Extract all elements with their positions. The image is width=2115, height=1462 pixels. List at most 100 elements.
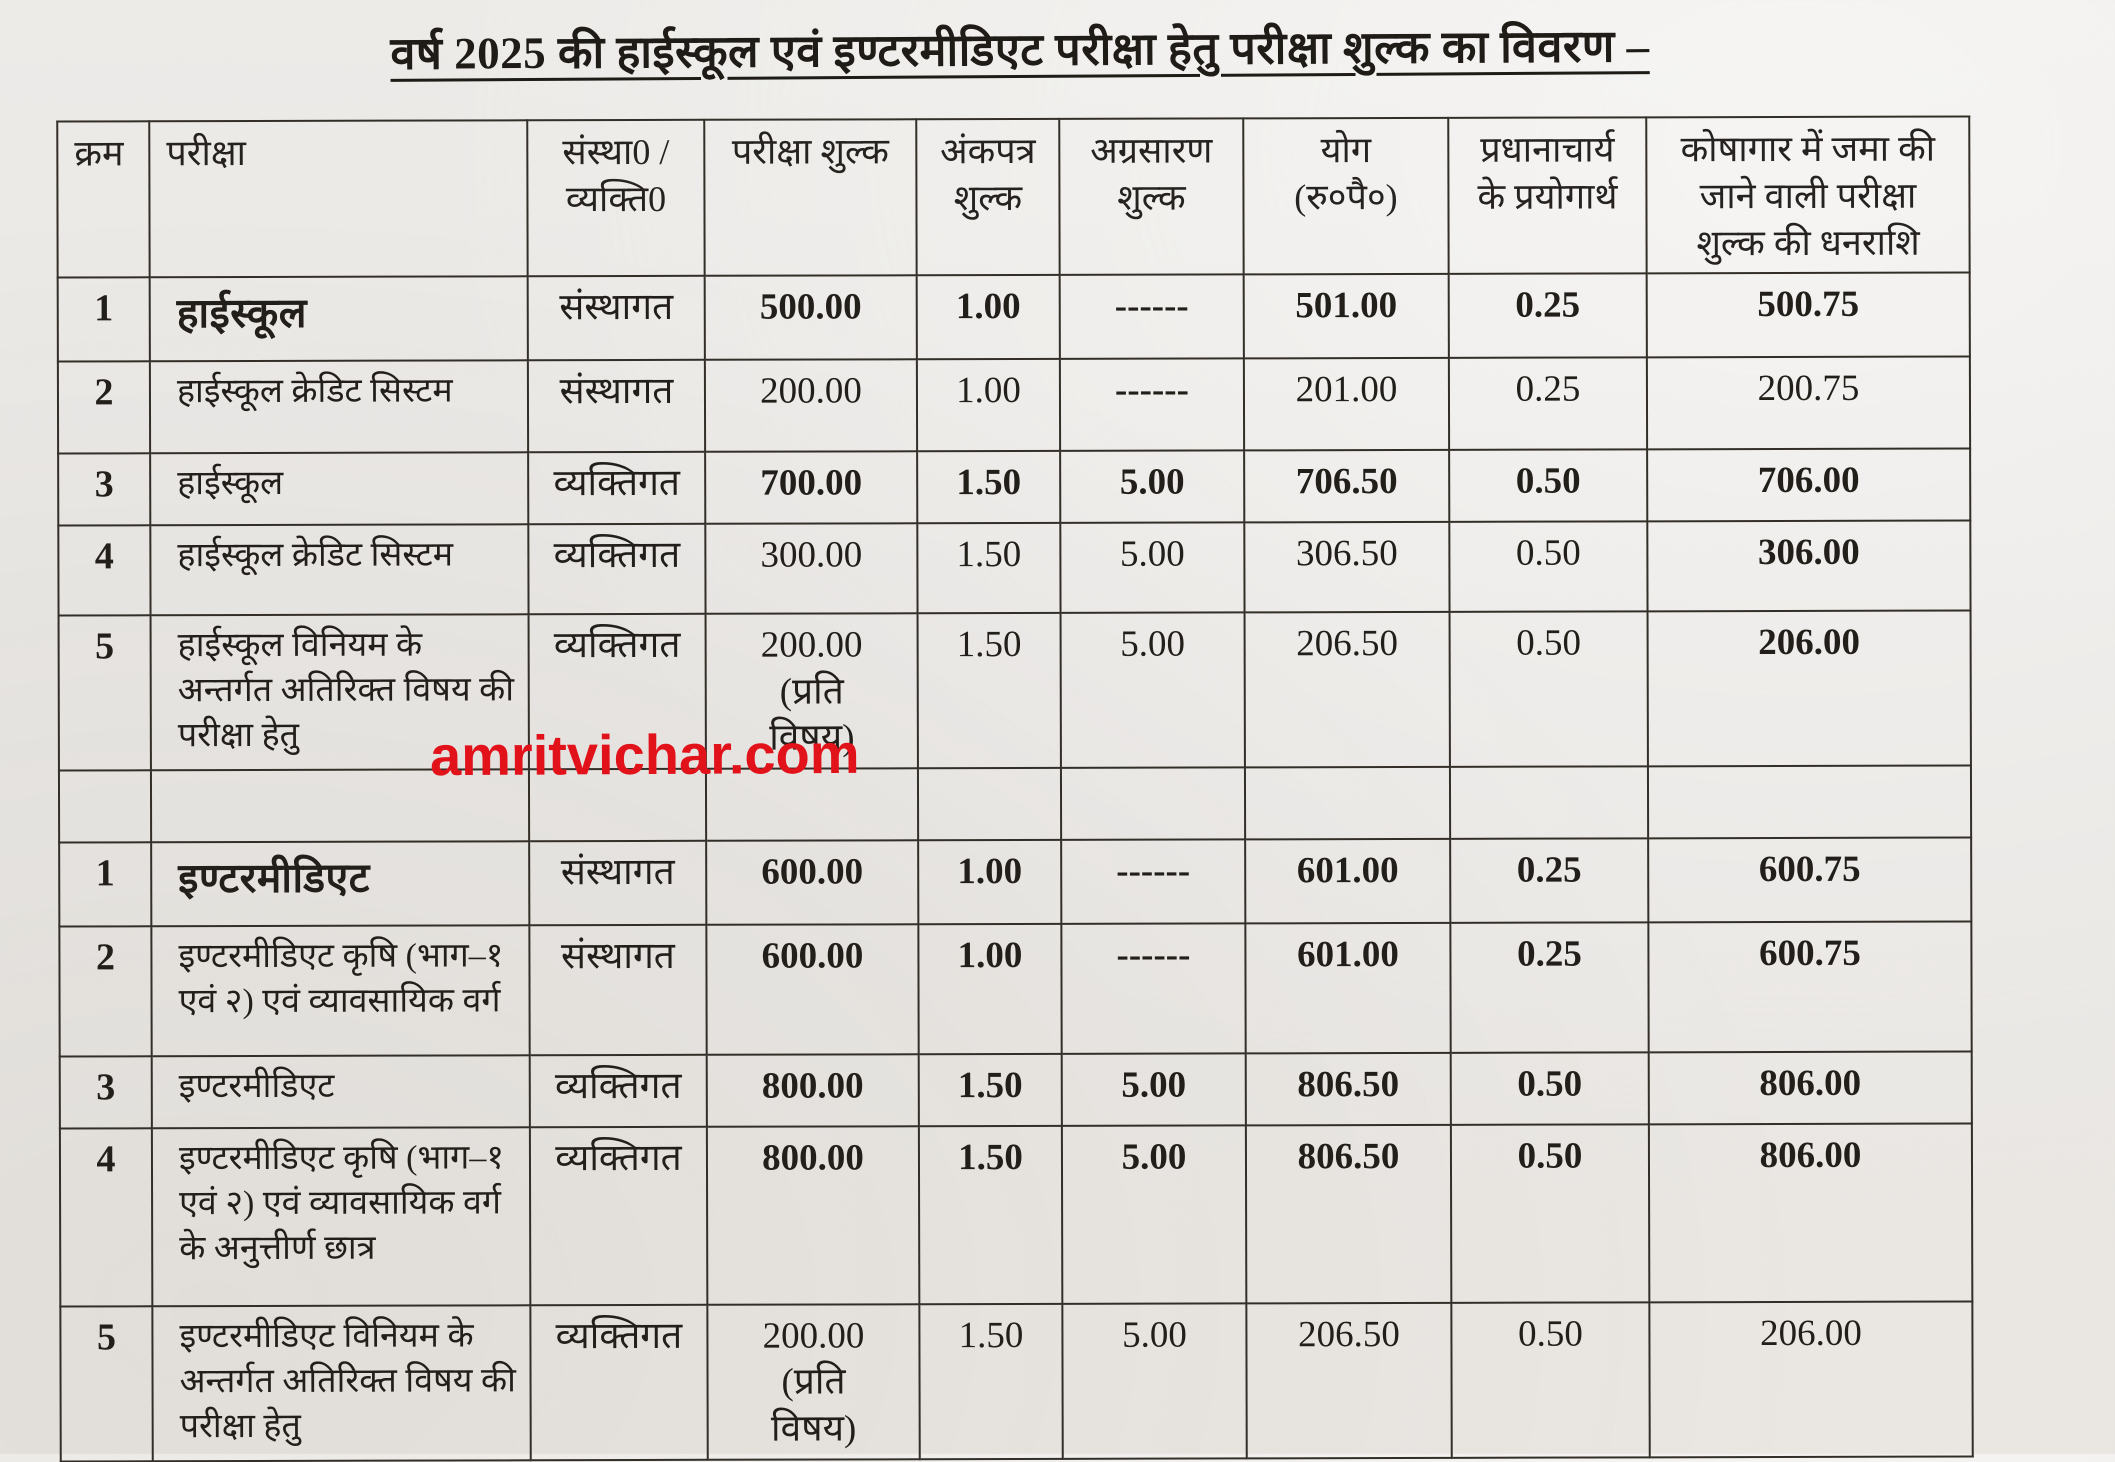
highschool-row-1-exam-fee: 500.00 xyxy=(704,275,917,361)
intermediate-row-1: 1 इण्टरमीडिएट संस्थागत 600.00 1.00 ------ 601.… xyxy=(59,837,1972,927)
intermediate-row-2-treasury-amount: 600.75 xyxy=(1648,921,1972,1053)
highschool-row-1-category: संस्थागत xyxy=(527,276,705,361)
highschool-row-2-treasury-amount: 200.75 xyxy=(1646,356,1971,450)
highschool-row-5-forwarding-fee: 5.00 xyxy=(1060,612,1245,769)
highschool-row-4-sno: 4 xyxy=(58,525,151,616)
highschool-row-2-exam-fee: 200.00 xyxy=(704,359,918,453)
intermediate-row-2-marksheet-fee: 1.00 xyxy=(918,924,1062,1055)
intermediate-row-2-exam-fee: 600.00 xyxy=(706,924,919,1055)
table-body: 1 हाईस्कूल संस्थागत 500.00 1.00 ------ 501.00 0… xyxy=(57,272,1973,1462)
highschool-row-1-marksheet-fee: 1.00 xyxy=(916,275,1060,360)
intermediate-row-5-exam: इण्टरमीडिएट विनियम के अन्तर्गत अतिरिक्त … xyxy=(152,1305,531,1462)
column-header-treasury-amount: कोषागार में जमा की जाने वाली परीक्षा शुल… xyxy=(1646,116,1970,274)
column-header-marksheet-fee: अंकपत्र शुल्क xyxy=(916,118,1060,276)
intermediate-row-3-exam: इण्टरमीडिएट xyxy=(151,1055,530,1129)
intermediate-row-3-category: व्यक्तिगत xyxy=(529,1054,707,1128)
spacer-cell-treasury-amount xyxy=(1647,765,1972,839)
intermediate-row-1-sno: 1 xyxy=(59,842,152,927)
intermediate-row-5-exam-fee: 200.00 (प्रति विषय) xyxy=(707,1304,920,1460)
column-header-exam-fee: परीक्षा शुल्क xyxy=(704,119,917,277)
table-header: क्रम परीक्षा संस्था0 / व्यक्ति0 परीक्षा शुल… xyxy=(57,116,1970,278)
intermediate-row-2-sno: 2 xyxy=(59,926,152,1057)
page-title: वर्ष 2025 की हाईस्कूल एवं इण्टरमीडिएट पर… xyxy=(390,21,1650,79)
highschool-row-1-total: 501.00 xyxy=(1243,274,1449,359)
column-header-sno: क्रम xyxy=(57,121,150,278)
spacer-cell-principal-use xyxy=(1449,766,1649,840)
spacer-cell-marksheet-fee xyxy=(917,768,1062,841)
intermediate-row-4: 4 इण्टरमीडिएट कृषि (भाग–१ एवं २) एवं व्या… xyxy=(59,1123,1973,1307)
column-header-category: संस्था0 / व्यक्ति0 xyxy=(527,119,705,277)
intermediate-row-5-sno: 5 xyxy=(60,1306,153,1462)
highschool-row-3-marksheet-fee: 1.50 xyxy=(917,451,1061,524)
intermediate-row-1-marksheet-fee: 1.00 xyxy=(918,840,1062,925)
intermediate-row-4-marksheet-fee: 1.50 xyxy=(918,1126,1063,1305)
section-spacer-row xyxy=(58,765,1972,843)
column-header-exam: परीक्षा xyxy=(149,120,528,278)
highschool-row-3-exam: हाईस्कूल xyxy=(150,452,529,526)
highschool-row-4-principal-use: 0.50 xyxy=(1449,521,1648,613)
highschool-row-3-sno: 3 xyxy=(58,453,151,526)
highschool-row-2-sno: 2 xyxy=(57,361,151,454)
intermediate-row-5-total: 206.50 xyxy=(1246,1303,1452,1459)
intermediate-row-2-category: संस्थागत xyxy=(529,924,707,1056)
intermediate-row-2-principal-use: 0.25 xyxy=(1450,922,1649,1054)
intermediate-row-4-category: व्यक्तिगत xyxy=(529,1126,708,1306)
intermediate-row-2-forwarding-fee: ------ xyxy=(1061,923,1246,1055)
highschool-row-2-total: 201.00 xyxy=(1243,358,1450,451)
intermediate-row-3-total: 806.50 xyxy=(1245,1053,1451,1126)
intermediate-row-1-forwarding-fee: ------ xyxy=(1061,839,1246,925)
highschool-row-4-exam: हाईस्कूल क्रेडिट सिस्टम xyxy=(150,524,529,616)
highschool-row-2-exam: हाईस्कूल क्रेडिट सिस्टम xyxy=(149,360,529,454)
highschool-row-3-principal-use: 0.50 xyxy=(1449,449,1648,523)
intermediate-row-5-forwarding-fee: 5.00 xyxy=(1062,1303,1247,1459)
intermediate-row-3-marksheet-fee: 1.50 xyxy=(918,1054,1062,1127)
intermediate-row-3-exam-fee: 800.00 xyxy=(706,1054,919,1127)
intermediate-row-1-exam: इण्टरमीडिएट xyxy=(151,841,530,927)
highschool-row-2-marksheet-fee: 1.00 xyxy=(916,359,1061,452)
header-row: क्रम परीक्षा संस्था0 / व्यक्ति0 परीक्षा शुल… xyxy=(57,116,1970,278)
highschool-row-3: 3 हाईस्कूल व्यक्तिगत 700.00 1.50 5.00 706.50 0.… xyxy=(58,448,1971,526)
intermediate-row-1-exam-fee: 600.00 xyxy=(706,840,919,925)
highschool-row-1-exam: हाईस्कूल xyxy=(149,276,528,362)
intermediate-row-4-principal-use: 0.50 xyxy=(1450,1124,1650,1303)
highschool-row-2-forwarding-fee: ------ xyxy=(1059,358,1245,452)
intermediate-row-4-exam-fee: 800.00 xyxy=(706,1126,920,1305)
intermediate-row-4-treasury-amount: 806.00 xyxy=(1648,1123,1973,1303)
highschool-row-1-forwarding-fee: ------ xyxy=(1059,274,1244,360)
intermediate-row-3-principal-use: 0.50 xyxy=(1450,1052,1649,1126)
intermediate-row-4-exam: इण्टरमीडिएट कृषि (भाग–१ एवं २) एवं व्याव… xyxy=(151,1127,531,1307)
highschool-row-1-treasury-amount: 500.75 xyxy=(1646,272,1970,358)
highschool-row-5-treasury-amount: 206.00 xyxy=(1647,610,1971,767)
intermediate-row-2: 2 इण्टरमीडिएट कृषि (भाग–१ एवं २) एवं व्या… xyxy=(59,921,1972,1057)
highschool-row-1: 1 हाईस्कूल संस्थागत 500.00 1.00 ------ 501.00 0… xyxy=(57,272,1970,362)
highschool-row-4-treasury-amount: 306.00 xyxy=(1647,520,1971,612)
highschool-row-5-principal-use: 0.50 xyxy=(1449,611,1648,768)
highschool-row-4-exam-fee: 300.00 xyxy=(705,523,918,615)
highschool-row-5-marksheet-fee: 1.50 xyxy=(917,613,1061,769)
intermediate-row-4-sno: 4 xyxy=(59,1128,153,1307)
highschool-row-5-total: 206.50 xyxy=(1244,612,1450,768)
spacer-cell-total xyxy=(1244,767,1451,840)
highschool-row-4-marksheet-fee: 1.50 xyxy=(917,523,1061,614)
intermediate-row-1-treasury-amount: 600.75 xyxy=(1648,837,1972,923)
highschool-row-4-category: व्यक्तिगत xyxy=(528,524,706,615)
highschool-row-3-exam-fee: 700.00 xyxy=(705,451,918,525)
intermediate-row-1-principal-use: 0.25 xyxy=(1450,838,1649,924)
spacer-cell-forwarding-fee xyxy=(1060,767,1246,841)
intermediate-row-1-total: 601.00 xyxy=(1245,839,1451,924)
intermediate-row-5-category: व्यक्तिगत xyxy=(530,1304,708,1461)
highschool-row-4: 4 हाईस्कूल क्रेडिट सिस्टम व्यक्तिगत 300.00 1… xyxy=(58,520,1971,616)
highschool-row-2: 2 हाईस्कूल क्रेडिट सिस्टम संस्थागत 200.00 1.… xyxy=(57,356,1971,454)
intermediate-row-1-category: संस्थागत xyxy=(529,840,707,926)
intermediate-row-4-forwarding-fee: 5.00 xyxy=(1061,1125,1247,1305)
highschool-row-2-principal-use: 0.25 xyxy=(1448,357,1648,451)
intermediate-row-5: 5 इण्टरमीडिएट विनियम के अन्तर्गत अतिरिक्त… xyxy=(60,1301,1973,1462)
highschool-row-3-category: व्यक्तिगत xyxy=(528,452,706,525)
intermediate-row-4-total: 806.50 xyxy=(1245,1125,1452,1304)
intermediate-row-5-marksheet-fee: 1.50 xyxy=(919,1304,1063,1460)
intermediate-row-3-forwarding-fee: 5.00 xyxy=(1061,1053,1246,1127)
highschool-row-1-principal-use: 0.25 xyxy=(1448,273,1647,359)
highschool-row-3-total: 706.50 xyxy=(1244,450,1450,523)
column-header-total: योग (रु०पै०) xyxy=(1243,117,1449,275)
intermediate-row-3-treasury-amount: 806.00 xyxy=(1648,1051,1972,1125)
